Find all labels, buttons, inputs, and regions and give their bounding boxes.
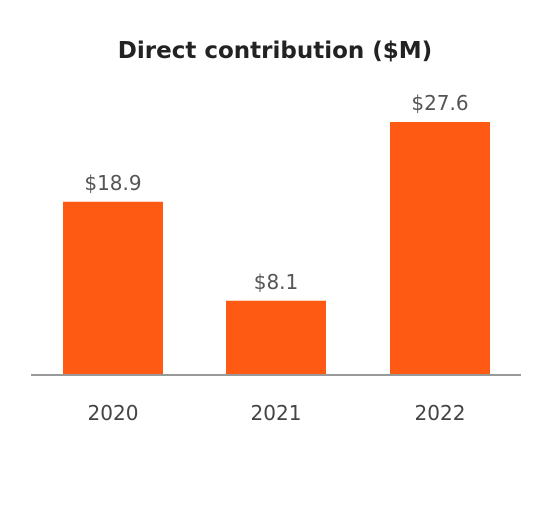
x-tick-labels-group: 2020 2021 2022: [88, 401, 466, 425]
value-label-2022: $27.6: [411, 91, 468, 115]
value-labels-group: $18.9 $8.1 $27.6: [84, 91, 468, 294]
bar-2022: [390, 122, 490, 375]
value-label-2020: $18.9: [84, 171, 141, 195]
x-tick-label-2022: 2022: [415, 401, 466, 425]
bar-2020: [63, 201, 163, 375]
x-tick-label-2021: 2021: [251, 401, 302, 425]
bars-group: [63, 122, 490, 375]
x-tick-label-2020: 2020: [88, 401, 139, 425]
bar-2021: [226, 300, 326, 375]
value-label-2021: $8.1: [254, 270, 299, 294]
chart-title: Direct contribution ($M): [118, 38, 432, 64]
